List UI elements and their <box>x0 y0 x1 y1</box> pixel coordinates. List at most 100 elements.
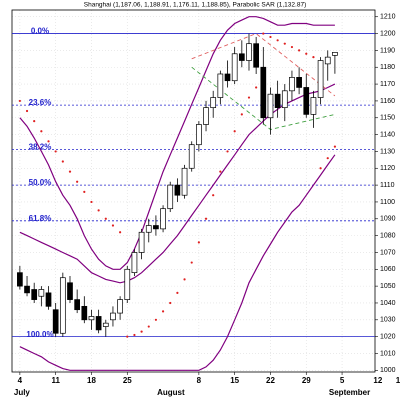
sar-dot <box>40 130 43 133</box>
fib-label: 38.2% <box>29 143 52 152</box>
sar-dot <box>269 35 272 39</box>
fib-label: 50.0% <box>29 178 52 187</box>
y-tick-label: 1120 <box>380 165 395 172</box>
x-tick-label: 12 <box>373 376 382 385</box>
sar-dot <box>298 49 301 52</box>
candle-body <box>181 167 188 196</box>
candle-body <box>95 316 102 331</box>
sar-dot <box>326 157 329 160</box>
y-tick-label: 1040 <box>380 300 396 307</box>
x-tick-label: 4 <box>18 376 23 385</box>
month-label: August <box>157 388 185 397</box>
sar-dot <box>240 113 243 116</box>
x-tick-label: 18 <box>87 376 96 385</box>
candle-body <box>260 66 267 119</box>
sar-dot <box>68 170 72 173</box>
sar-dot <box>119 231 122 234</box>
sar-dot <box>333 145 337 148</box>
sar-dot <box>255 86 258 89</box>
candle-body <box>238 53 245 61</box>
sar-dot <box>262 32 265 35</box>
candle-body <box>231 53 238 82</box>
band-line <box>19 154 336 371</box>
candle-body <box>217 73 224 98</box>
candle-body <box>160 208 166 230</box>
x-tick-label: 15 <box>230 376 239 385</box>
sar-dot <box>283 42 286 45</box>
sar-dot <box>312 56 315 59</box>
sar-dot <box>104 217 107 220</box>
sar-dot <box>247 96 251 99</box>
candle-body <box>38 289 45 297</box>
x-tick-label: 1 <box>396 376 401 385</box>
sar-dot <box>133 333 136 337</box>
candle-body <box>67 282 73 300</box>
candle-body <box>74 299 81 311</box>
y-tick-label: 1000 <box>380 367 396 374</box>
candle-body <box>224 73 231 82</box>
x-tick-label: 22 <box>266 376 275 385</box>
candle-body <box>102 322 109 327</box>
y-tick-label: 1060 <box>380 266 396 273</box>
sar-dot <box>54 150 57 153</box>
candle-body <box>117 299 123 314</box>
y-tick-label: 1100 <box>380 199 395 206</box>
sar-dot <box>233 130 236 133</box>
candle-body <box>317 60 324 98</box>
x-tick-label: 11 <box>51 376 60 385</box>
candle-body <box>310 97 317 115</box>
sar-dot <box>176 291 179 294</box>
sar-dot <box>25 109 29 113</box>
candle-body <box>246 43 252 61</box>
y-tick-label: 1180 <box>380 64 395 71</box>
sar-dot <box>305 52 308 55</box>
fib-label: 23.6% <box>29 98 52 107</box>
y-tick-label: 1110 <box>380 182 395 189</box>
y-tick-label: 1170 <box>380 81 395 88</box>
candle-body <box>138 231 145 253</box>
candle-body <box>296 76 302 88</box>
candle-body <box>167 184 174 210</box>
sar-dot <box>111 224 115 227</box>
candle-body <box>324 56 331 65</box>
sar-dot <box>183 278 186 281</box>
candle-body <box>110 312 116 321</box>
candle-body <box>52 309 59 334</box>
sar-dot <box>226 150 229 153</box>
candle-body <box>124 268 131 300</box>
sar-dot <box>154 318 158 321</box>
sar-dot <box>276 39 279 42</box>
candle-body <box>210 97 217 109</box>
y-tick-label: 1130 <box>380 148 395 155</box>
x-tick-label: 8 <box>197 376 202 385</box>
band-line <box>19 16 335 270</box>
sar-dot <box>76 180 79 183</box>
candle-body <box>24 285 30 294</box>
sar-dot <box>47 140 50 143</box>
sar-dot <box>18 99 21 103</box>
candle-body <box>153 225 159 230</box>
candle-body <box>59 277 66 334</box>
fib-label: 100.0% <box>26 330 53 339</box>
plot-frame <box>11 9 376 373</box>
y-tick-label: 1190 <box>380 47 395 54</box>
x-tick-label: 25 <box>123 376 132 385</box>
candle-body <box>253 43 259 68</box>
y-tick-label: 1050 <box>380 283 396 290</box>
sar-dot <box>197 241 200 244</box>
candle-body <box>274 93 281 109</box>
sar-dot <box>90 200 93 204</box>
candle-body <box>88 316 95 321</box>
candle-body <box>81 305 88 321</box>
sar-dot <box>147 325 150 328</box>
candle-body <box>203 107 209 125</box>
candle-body <box>174 184 181 196</box>
candle-body <box>131 252 138 274</box>
sar-dot <box>33 120 36 123</box>
sar-dot <box>140 330 143 333</box>
candle-body <box>281 90 288 109</box>
sar-dot <box>219 170 222 173</box>
sar-dot <box>61 160 64 163</box>
